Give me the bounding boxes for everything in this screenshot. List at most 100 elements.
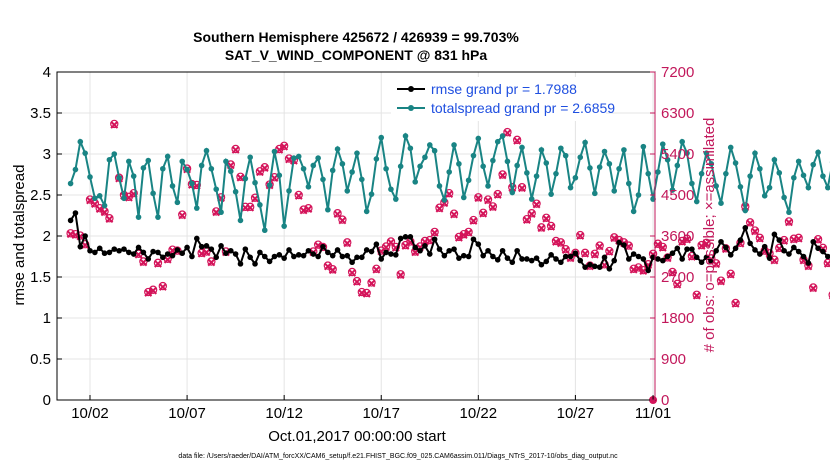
rmse-point	[140, 249, 147, 256]
rmse-point	[349, 259, 355, 266]
obs-assimilated-stroke	[556, 239, 565, 248]
y-tick-label-right: 4500	[661, 187, 694, 204]
obs-assimilated-stroke	[581, 249, 590, 258]
totalspread-point	[480, 163, 486, 170]
x-tick-label: 10/22	[460, 405, 498, 422]
totalspread-point	[276, 172, 283, 179]
obs-assimilated-stroke	[163, 255, 172, 264]
y-tick-label-right: 900	[661, 351, 686, 368]
totalspread-point	[621, 147, 627, 153]
obs-assimilated-stroke	[629, 265, 638, 274]
obs-assimilated-stroke	[149, 286, 158, 295]
obs-possible-point	[279, 141, 289, 150]
obs-possible-point	[483, 195, 493, 204]
obs-assimilated-point	[154, 259, 162, 268]
obs-assimilated-point	[343, 239, 352, 248]
obs-assimilated-stroke	[304, 205, 313, 214]
legend-spread-marker	[408, 105, 414, 111]
obs-possible-point	[595, 241, 604, 250]
totalspread-point	[203, 147, 210, 154]
rmse-point	[106, 249, 113, 256]
totalspread-point	[160, 165, 166, 172]
obs-assimilated-stroke	[246, 203, 255, 212]
rmse-point	[718, 238, 724, 245]
obs-possible-point	[231, 144, 240, 154]
obs-assimilated-point	[809, 284, 818, 293]
totalspread-point	[737, 184, 744, 190]
obs-possible-point	[386, 237, 396, 246]
totalspread-point	[781, 194, 787, 201]
obs-assimilated-point	[513, 136, 522, 145]
rmse-point	[82, 233, 88, 239]
obs-possible-point	[517, 183, 527, 192]
obs-possible-point	[148, 285, 158, 294]
rmse-point	[766, 255, 773, 261]
obs-assimilated-point	[595, 242, 604, 251]
totalspread-point	[766, 184, 773, 191]
totalspread-point	[218, 209, 224, 216]
rmse-point	[213, 254, 220, 261]
obs-assimilated-stroke	[197, 249, 206, 258]
obs-assimilated-point	[348, 268, 357, 277]
totalspread-point	[295, 153, 302, 160]
obs-assimilated-stroke	[731, 299, 740, 308]
totalspread-point	[179, 158, 186, 165]
obs-possible-point	[464, 227, 473, 237]
obs-assimilated-point	[212, 208, 221, 217]
obs-assimilated-point	[294, 192, 303, 200]
totalspread-point	[519, 144, 525, 151]
obs-possible-point	[580, 248, 590, 258]
totalspread-point	[689, 180, 695, 187]
rmse-point	[567, 253, 574, 260]
totalspread-point	[106, 156, 113, 163]
rmse-point	[208, 246, 215, 252]
totalspread-point	[349, 169, 355, 175]
totalspread-point	[320, 176, 326, 183]
obs-possible-point	[527, 209, 536, 218]
totalspread-point	[567, 184, 574, 191]
y-tick-label-right: 3600	[661, 228, 694, 245]
rmse-point	[611, 257, 618, 264]
rmse-point	[145, 256, 152, 262]
totalspread-point	[630, 208, 637, 215]
obs-assimilated-stroke	[236, 173, 245, 182]
rmse-point	[519, 256, 525, 262]
obs-assimilated-stroke	[105, 215, 114, 224]
rmse-point	[96, 245, 103, 252]
rmse-point	[310, 251, 317, 257]
totalspread-point	[800, 172, 807, 179]
obs-assimilated-stroke	[338, 216, 347, 225]
rmse-point	[723, 244, 729, 251]
obs-assimilated-point	[712, 260, 721, 269]
totalspread-point	[732, 160, 739, 166]
totalspread-point	[431, 147, 438, 154]
rmse-point	[693, 254, 700, 261]
rmse-point	[363, 247, 370, 253]
obs-assimilated-point	[464, 228, 473, 237]
legend-box	[391, 77, 606, 121]
x-tick-label: 10/27	[557, 405, 595, 422]
obs-assimilated-stroke	[396, 271, 405, 280]
totalspread-point	[533, 173, 540, 179]
rmse-point	[252, 261, 258, 267]
obs-assimilated-point	[178, 211, 187, 220]
obs-assimilated-stroke	[717, 277, 725, 286]
obs-possible-point	[294, 190, 303, 200]
obs-assimilated-stroke	[270, 174, 279, 183]
obs-assimilated-point	[794, 234, 803, 243]
totalspread-point	[388, 186, 394, 193]
obs-assimilated-point	[362, 289, 371, 298]
legend-spread-label: totalspread grand pr = 2.6859	[431, 100, 615, 116]
totalspread-point	[232, 188, 239, 195]
obs-possible-point	[590, 249, 600, 258]
totalspread-point	[543, 160, 550, 166]
rmse-point	[223, 250, 229, 257]
totalspread-point	[101, 202, 108, 209]
obs-assimilated-point	[484, 196, 492, 205]
y-tick-label-left: 1.5	[30, 269, 51, 286]
obs-possible-point	[542, 213, 551, 222]
obs-assimilated-stroke	[678, 238, 687, 246]
obs-assimilated-stroke	[464, 228, 473, 237]
obs-assimilated-point	[668, 268, 677, 277]
